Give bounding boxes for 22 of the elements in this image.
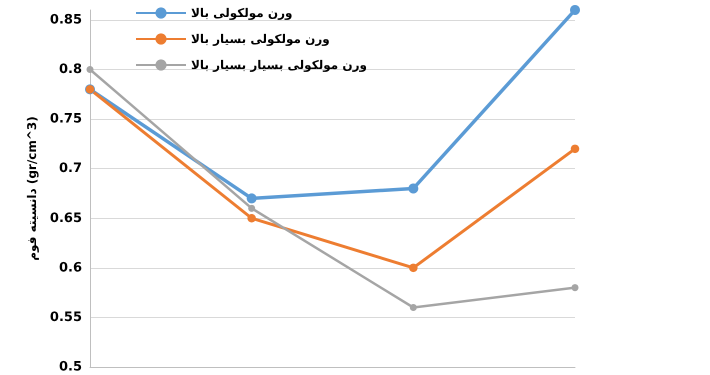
point <box>247 214 256 222</box>
legend-label: ورن مولکولی بالا <box>191 6 293 20</box>
point <box>570 5 580 15</box>
legend-label: ورن مولکولی بسیار بالا <box>191 32 330 46</box>
point <box>410 304 417 311</box>
point <box>86 66 94 73</box>
legend-label: ورن مولکولی بسیار بسیار بالا <box>191 58 367 72</box>
y-axis-title: دانسیته فوم (gr/cm^3) <box>25 116 39 261</box>
y-tick-label: 0.85 <box>50 12 82 28</box>
y-tick-label: 0.55 <box>50 310 82 325</box>
y-tick-label: 0.65 <box>50 210 82 226</box>
point <box>572 284 578 292</box>
point <box>246 193 257 204</box>
y-tick-label: 0.8 <box>58 62 82 77</box>
point <box>570 144 580 154</box>
y-tick-label: 0.6 <box>58 260 82 276</box>
point <box>408 184 418 194</box>
y-tick-label: 0.7 <box>58 161 82 176</box>
point <box>248 204 256 212</box>
point <box>409 264 418 272</box>
y-tick-label: 0.75 <box>50 112 82 127</box>
y-tick-label: 0.5 <box>58 360 82 374</box>
